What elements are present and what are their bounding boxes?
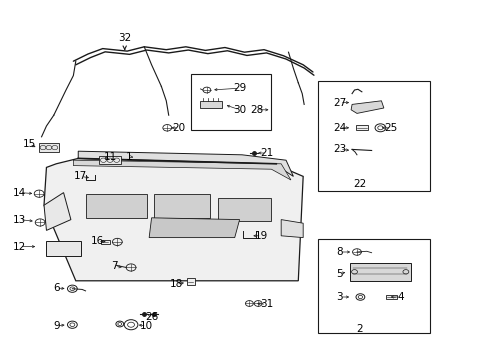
Text: 25: 25 xyxy=(384,123,397,133)
Text: 27: 27 xyxy=(332,98,346,108)
Text: 1: 1 xyxy=(126,152,133,162)
Text: 15: 15 xyxy=(22,139,36,149)
Text: 30: 30 xyxy=(233,105,245,115)
Text: 11: 11 xyxy=(103,152,117,162)
Text: 28: 28 xyxy=(249,105,263,115)
Bar xyxy=(355,125,367,130)
Text: 21: 21 xyxy=(259,148,273,158)
Text: 8: 8 xyxy=(336,247,343,257)
Text: 14: 14 xyxy=(13,188,26,198)
Text: 26: 26 xyxy=(144,312,158,322)
Polygon shape xyxy=(44,193,71,230)
Bar xyxy=(385,294,396,300)
Bar xyxy=(190,74,271,130)
Polygon shape xyxy=(46,241,81,256)
Text: 4: 4 xyxy=(397,292,404,302)
Text: 22: 22 xyxy=(352,179,366,189)
Bar xyxy=(39,143,59,152)
Polygon shape xyxy=(73,160,290,180)
Text: 3: 3 xyxy=(336,292,343,302)
Text: 29: 29 xyxy=(232,83,246,93)
Text: 19: 19 xyxy=(254,231,268,241)
Text: 18: 18 xyxy=(169,279,183,289)
Text: 17: 17 xyxy=(74,171,87,181)
Text: 12: 12 xyxy=(13,242,26,252)
Text: 31: 31 xyxy=(259,299,273,309)
Text: 16: 16 xyxy=(91,236,104,246)
Polygon shape xyxy=(200,101,222,108)
Text: 2: 2 xyxy=(355,324,362,334)
Polygon shape xyxy=(44,158,303,281)
Text: 7: 7 xyxy=(111,261,118,271)
Polygon shape xyxy=(350,101,383,113)
Bar xyxy=(101,240,109,244)
Polygon shape xyxy=(85,194,146,218)
Text: 6: 6 xyxy=(53,283,60,293)
Text: 32: 32 xyxy=(118,33,131,43)
Text: 5: 5 xyxy=(336,269,343,279)
Polygon shape xyxy=(217,198,271,221)
Polygon shape xyxy=(149,218,239,238)
Text: 20: 20 xyxy=(172,123,184,133)
Text: 23: 23 xyxy=(332,144,346,154)
Polygon shape xyxy=(78,151,293,176)
Text: 9: 9 xyxy=(53,321,60,331)
Bar xyxy=(317,239,429,333)
Polygon shape xyxy=(281,220,303,238)
Text: 10: 10 xyxy=(140,321,153,331)
Polygon shape xyxy=(349,263,410,281)
Bar xyxy=(317,81,429,191)
Polygon shape xyxy=(154,194,210,218)
Text: 13: 13 xyxy=(13,215,26,225)
Bar xyxy=(186,278,194,285)
Text: 24: 24 xyxy=(332,123,346,133)
Bar xyxy=(99,156,121,164)
